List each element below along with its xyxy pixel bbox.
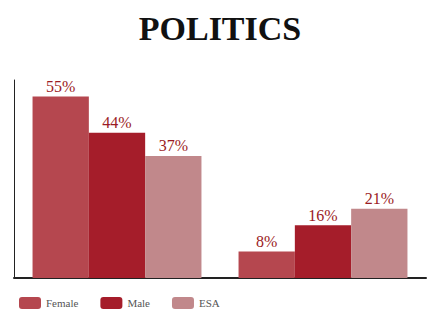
svg-text:POLITICS: POLITICS [139, 10, 302, 47]
svg-text:44%: 44% [102, 114, 131, 131]
svg-text:55%: 55% [46, 78, 75, 95]
svg-text:8%: 8% [256, 233, 277, 250]
svg-text:Female: Female [46, 297, 78, 309]
svg-text:Male: Male [127, 297, 150, 309]
svg-text:21%: 21% [365, 190, 394, 207]
svg-text:37%: 37% [159, 137, 188, 154]
svg-text:16%: 16% [308, 207, 337, 224]
svg-text:ESA: ESA [199, 297, 220, 309]
